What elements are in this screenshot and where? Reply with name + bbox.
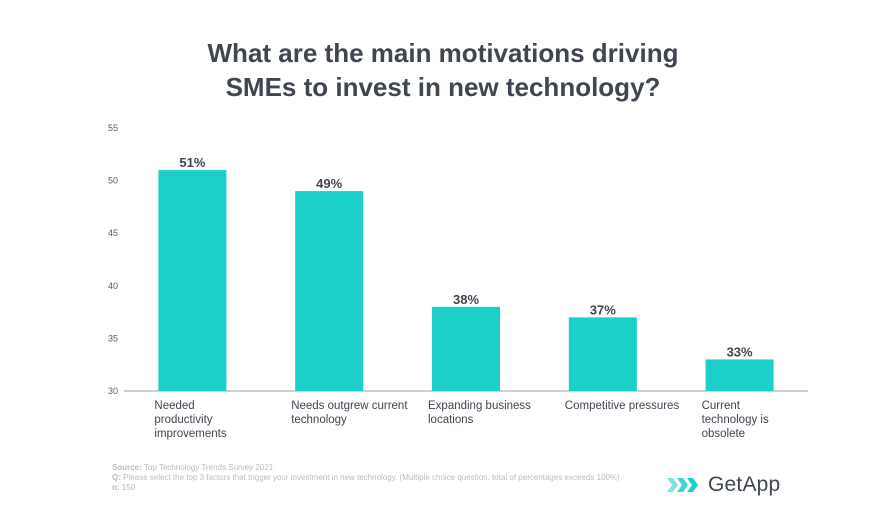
y-tick-label: 40	[108, 281, 118, 291]
y-tick-label: 30	[108, 386, 118, 396]
chart-title-line-1: What are the main motivations driving	[207, 38, 679, 68]
data-label: 33%	[727, 344, 753, 359]
category-label: Needed	[154, 400, 194, 412]
category-label: Current	[702, 400, 741, 412]
chart-footnote: Source: Top Technology Trends Survey 202…	[112, 463, 632, 493]
bar-chart: 30 35 40 45 50 55 51% Needed productivity improve…	[108, 123, 808, 440]
brand-name: GetApp	[708, 473, 781, 496]
bar	[568, 317, 637, 391]
y-tick-label: 35	[108, 333, 118, 343]
category-label: locations	[428, 414, 474, 426]
category-label: Needs outgrew current	[291, 400, 408, 412]
bar	[158, 170, 227, 391]
footnote-sample-size: n: 150	[112, 483, 136, 492]
data-label: 37%	[590, 302, 616, 317]
category-label: improvements	[154, 428, 226, 440]
category-label: Expanding business	[428, 400, 531, 412]
bar	[705, 359, 774, 391]
data-label: 49%	[316, 176, 342, 191]
y-tick-label: 55	[108, 123, 118, 133]
getapp-logo: GetApp	[667, 470, 780, 500]
chart-title-line-2: SMEs to invest in new technology?	[225, 72, 661, 102]
y-tick-label: 45	[108, 228, 118, 238]
category-label: productivity	[154, 414, 212, 426]
category-label: Competitive pressures	[565, 400, 680, 412]
data-label: 51%	[179, 155, 205, 170]
category-label: obsolete	[702, 428, 745, 440]
category-label: technology is	[702, 414, 769, 426]
chart-title: What are the main motivations driving SM…	[0, 36, 886, 104]
y-tick-label: 50	[108, 176, 118, 186]
bar	[295, 191, 364, 391]
bar	[432, 306, 500, 391]
footnote-source: Source: Top Technology Trends Survey 202…	[112, 463, 274, 472]
category-label: technology	[291, 414, 347, 426]
data-label: 38%	[453, 292, 479, 307]
getapp-chevrons-icon	[667, 478, 698, 492]
footnote-question: Q: Please select the top 3 factors that …	[112, 473, 620, 482]
